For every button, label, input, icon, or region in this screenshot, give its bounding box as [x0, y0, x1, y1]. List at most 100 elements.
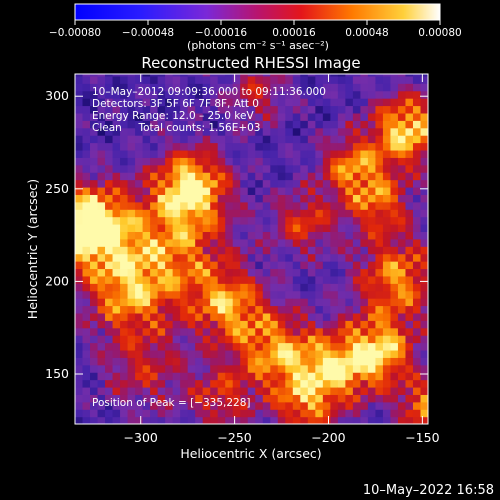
heatmap-cell: [420, 298, 428, 307]
heatmap-cell: [420, 172, 428, 181]
heatmap-cell: [187, 290, 196, 299]
heatmap-cell: [195, 172, 204, 181]
heatmap-cell: [405, 209, 414, 218]
heatmap-cell: [330, 268, 339, 277]
heatmap-cell: [240, 335, 249, 344]
heatmap-cell: [75, 386, 84, 395]
heatmap-cell: [405, 179, 414, 188]
heatmap-cell: [285, 401, 294, 410]
heatmap-cell: [330, 349, 339, 358]
heatmap-cell: [255, 305, 264, 314]
heatmap-cell: [405, 357, 414, 366]
heatmap-cell: [292, 246, 301, 255]
heatmap-cell: [352, 246, 361, 255]
heatmap-cell: [195, 357, 204, 366]
heatmap-cell: [172, 253, 181, 262]
heatmap-cell: [202, 142, 211, 151]
heatmap-cell: [105, 179, 114, 188]
heatmap-cell: [255, 349, 264, 358]
heatmap-cell: [127, 105, 136, 114]
heatmap-cell: [367, 357, 377, 366]
heatmap-cell: [225, 335, 234, 344]
annotation-clean-counts: Clean Total counts: 1.56E+03: [92, 122, 261, 134]
heatmap-cell: [247, 74, 256, 77]
heatmap-cell: [172, 74, 181, 77]
heatmap-cell: [135, 194, 144, 203]
heatmap-cell: [285, 327, 294, 336]
heatmap-cell: [90, 194, 99, 203]
heatmap-cell: [330, 283, 339, 292]
heatmap-cell: [262, 135, 271, 144]
heatmap-cell: [262, 253, 271, 262]
heatmap-cell: [382, 201, 392, 210]
heatmap-cell: [82, 283, 91, 292]
heatmap-cell: [187, 149, 196, 158]
heatmap-cell: [247, 342, 256, 351]
heatmap-cell: [217, 238, 226, 247]
heatmap-cell: [397, 231, 407, 240]
heatmap-cell: [397, 394, 407, 403]
heatmap-cell: [172, 90, 181, 99]
heatmap-cell: [322, 275, 331, 284]
heatmap-cell: [217, 372, 226, 381]
heatmap-cell: [142, 120, 151, 129]
heatmap-cell: [172, 209, 181, 218]
heatmap-cell: [157, 238, 166, 247]
heatmap-cell: [405, 253, 414, 262]
heatmap-cell: [135, 216, 144, 225]
heatmap-cell: [232, 127, 241, 136]
heatmap-cell: [195, 216, 204, 225]
heatmap-cell: [420, 179, 428, 188]
heatmap-cell: [135, 261, 144, 270]
heatmap-cell: [75, 98, 84, 107]
heatmap-cell: [330, 357, 339, 366]
heatmap-cell: [135, 209, 144, 218]
heatmap-cell: [240, 246, 249, 255]
heatmap-cell: [90, 349, 99, 358]
heatmap-cell: [360, 179, 369, 188]
heatmap-cell: [142, 342, 151, 351]
heatmap-cell: [82, 312, 91, 321]
heatmap-cell: [307, 261, 316, 270]
heatmap-cell: [390, 416, 399, 424]
heatmap-cell: [405, 401, 414, 410]
heatmap-cell: [165, 379, 174, 388]
heatmap-cell: [165, 172, 174, 181]
heatmap-cell: [142, 379, 151, 388]
heatmap-cell: [262, 142, 271, 151]
heatmap-cell: [262, 74, 271, 77]
heatmap-cell: [360, 172, 369, 181]
heatmap-cell: [412, 394, 422, 403]
heatmap-cell: [405, 75, 414, 84]
heatmap-cell: [75, 135, 84, 144]
heatmap-cell: [270, 164, 279, 173]
heatmap-cell: [127, 312, 136, 321]
heatmap-cell: [360, 409, 369, 418]
heatmap-cell: [90, 372, 99, 381]
heatmap-cell: [307, 179, 316, 188]
heatmap-cell: [195, 290, 204, 299]
heatmap-cell: [127, 394, 136, 403]
heatmap-cell: [202, 186, 211, 195]
heatmap-cell: [105, 253, 114, 262]
heatmap-cell: [127, 238, 136, 247]
heatmap-cell: [307, 209, 316, 218]
heatmap-cell: [300, 275, 309, 284]
heatmap-cell: [367, 327, 377, 336]
heatmap-cell: [390, 268, 399, 277]
footer-timestamp: 10–May–2022 16:58: [362, 483, 494, 498]
heatmap-cell: [285, 298, 294, 307]
heatmap-cell: [180, 320, 189, 329]
heatmap-cell: [390, 342, 399, 351]
heatmap-cell: [345, 349, 354, 358]
heatmap-cell: [360, 186, 369, 195]
heatmap-cell: [390, 186, 399, 195]
heatmap-cell: [97, 335, 106, 344]
heatmap-cell: [97, 149, 106, 158]
heatmap-cell: [262, 209, 271, 218]
heatmap-cell: [390, 409, 399, 418]
heatmap-cell: [165, 386, 174, 395]
heatmap-cell: [255, 335, 264, 344]
heatmap-cell: [157, 216, 166, 225]
heatmap-cell: [270, 401, 279, 410]
